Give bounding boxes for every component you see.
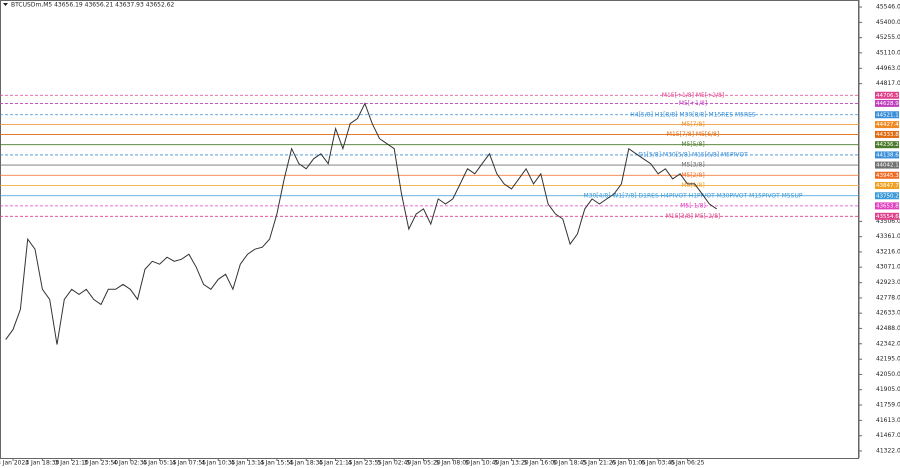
price-tag [875,91,899,99]
plot-frame [0,0,859,459]
price-tag [875,121,899,129]
x-tick-label: 4 Jan 02:35 [113,460,147,467]
y-tick-label: 45110.00 [876,49,900,56]
level-label: M15[7/8] M5[6/8] [667,131,719,138]
x-tick-label: 4 Jan 05:15 [143,460,177,467]
y-tick-label: 43361.00 [876,233,900,240]
price-tag-label: 43750.28 [876,193,900,199]
x-tick-label: 5 Jan 13:20 [494,460,528,467]
price-tag [875,171,899,179]
y-tick-label: 41613.00 [876,417,900,424]
price-tag [875,192,899,200]
y-tick-label: 41322.00 [876,447,900,454]
y-tick-label: 41467.00 [876,432,900,439]
y-tick-label: 42633.00 [876,310,900,317]
x-tick-label: 3 Jan 23:50 [84,460,118,467]
x-tick-label: 6 Jan 01:05 [612,460,646,467]
level-label: M5[5/8] [681,141,704,148]
price-tag [875,99,899,107]
price-tag-label: 43653.84 [876,203,900,209]
price-line [5,102,717,345]
x-tick-label: 3 Jan 2024 [0,460,29,467]
price-tag-label: 44042.17 [876,163,900,169]
y-tick-label: 43071.00 [876,264,900,271]
level-label: M5[+1/8] [679,100,707,107]
level-label: M5[1/8] [681,182,704,189]
price-tag-label: 43945.33 [876,173,900,179]
price-tag [875,130,899,138]
price-tag [875,151,899,159]
level-label: M5[2/8] [681,172,704,179]
price-tag [875,202,899,210]
price-tag [875,161,899,169]
level-label: D1[5/8] M30[5/8] M15[6/8] M5PIVOT [638,151,748,158]
x-tick-label: 3 Jan 18:30 [25,460,59,467]
y-tick-label: 43216.00 [876,248,900,255]
level-label: M5[7/8] [681,121,704,128]
collapse-icon[interactable] [3,3,8,6]
chart-title: BTCUSDm,M5 43656.19 43656.21 43637.93 43… [11,2,175,9]
x-tick-label: 6 Jan 03:45 [641,460,675,467]
level-label: M5[-1/8] [680,202,706,209]
price-tag-label: 44333.84 [876,132,900,138]
price-tag-label: 44236.26 [876,142,900,148]
x-tick-label: 4 Jan 15:55 [260,460,294,467]
price-tag-label: 44706.56 [876,93,900,99]
y-tick-label: 42342.00 [876,340,900,347]
price-tag-label: 43554.68 [876,214,900,220]
x-tick-label: 5 Jan 21:25 [582,460,616,467]
y-tick-label: 42050.00 [876,371,900,378]
x-tick-label: 5 Jan 18:45 [553,460,587,467]
y-tick-label: 42923.00 [876,279,900,286]
level-label: M30[4/8] W1[7/8] D1RES H4PIVOT H1PIVOT M… [584,192,803,199]
x-tick-label: 3 Jan 21:10 [55,460,89,467]
price-tag-label: 44628.91 [876,101,900,107]
y-tick-label: 42778.00 [876,294,900,301]
y-tick-label: 43506.00 [876,218,900,225]
price-tag [875,212,899,220]
x-tick-label: 4 Jan 07:55 [172,460,206,467]
x-tick-label: 4 Jan 13:15 [231,460,265,467]
x-tick-label: 6 Jan 06:25 [670,460,704,467]
level-label: M15[+1/8] M5[+2/8] [662,92,724,99]
y-tick-label: 42488.00 [876,325,900,332]
price-tag-label: 44138.69 [876,152,900,158]
x-tick-label: 4 Jan 18:35 [289,460,323,467]
x-tick-label: 4 Jan 21:15 [318,460,352,467]
y-tick-label: 41905.00 [876,386,900,393]
x-tick-label: 5 Jan 05:20 [406,460,440,467]
level-label: M15[3/8] M5[-2/8] [666,213,721,220]
x-tick-label: 5 Jan 16:00 [524,460,558,467]
price-tag [875,141,899,149]
y-tick-label: 42195.00 [876,356,900,363]
y-tick-label: 45400.00 [876,19,900,26]
x-tick-label: 5 Jan 02:40 [377,460,411,467]
y-tick-label: 45255.00 [876,34,900,41]
x-tick-label: 4 Jan 23:55 [348,460,382,467]
y-tick-label: 44817.00 [876,80,900,87]
price-tag-label: 44521.12 [876,112,900,118]
y-tick-label: 44963.00 [876,65,900,72]
y-tick-label: 41759.00 [876,402,900,409]
x-tick-label: 5 Jan 08:00 [436,460,470,467]
price-tag-label: 44427.45 [876,122,900,128]
y-tick-label: 45546.00 [876,4,900,11]
x-tick-label: 5 Jan 10:40 [465,460,499,467]
level-label: M5[3/8] [681,162,704,169]
x-tick-label: 4 Jan 10:35 [201,460,235,467]
price-tag [875,182,899,190]
price-tag-label: 43847.71 [876,183,900,189]
price-tag [875,111,899,119]
level-label: H4[5/8] H1[8/8] M30[8/8] M15RES M5RES [630,111,756,118]
